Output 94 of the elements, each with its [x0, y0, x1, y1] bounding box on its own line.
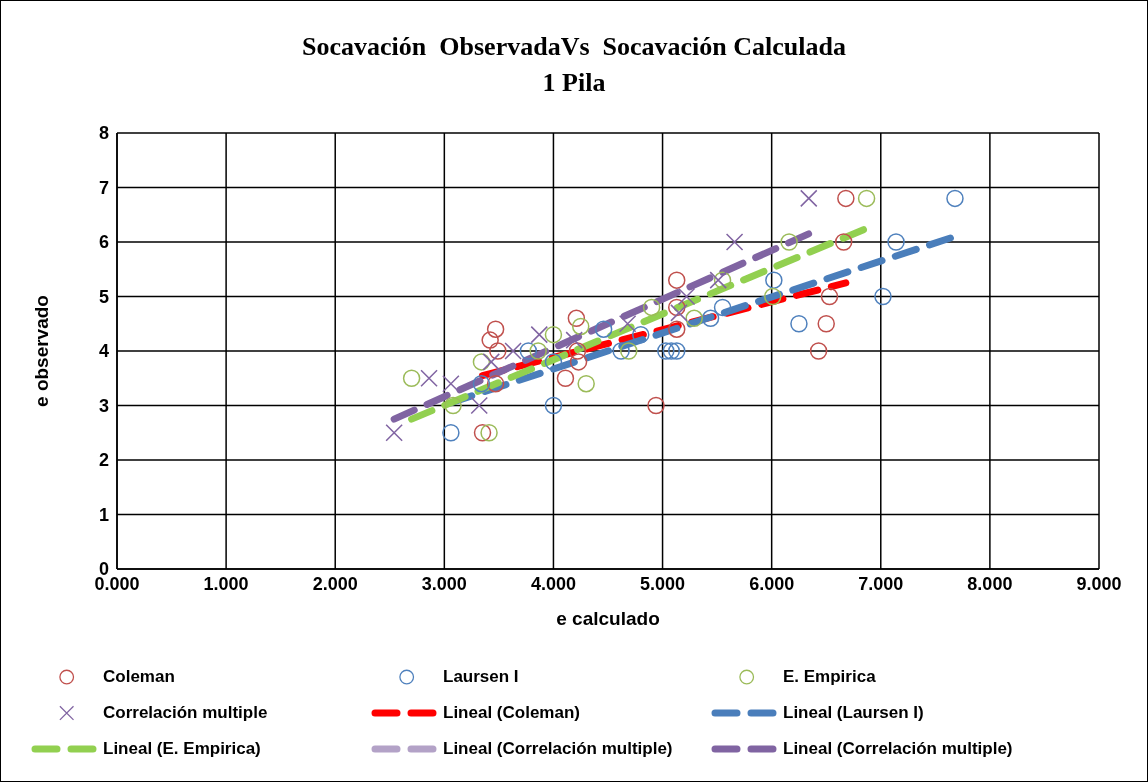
y-tick-label: 3 [98, 395, 109, 416]
x-tick-label: 2.000 [312, 573, 358, 594]
y-tick-label: 8 [98, 123, 109, 144]
point [571, 317, 590, 336]
y-axis-title: e observado [30, 295, 52, 407]
point [725, 233, 744, 251]
x-tick-label: 3.000 [421, 573, 467, 594]
point [667, 271, 686, 289]
point [765, 271, 783, 289]
point [667, 320, 686, 338]
point [647, 396, 665, 415]
legend-label: Lineal (E. Empirica) [103, 739, 261, 759]
legend-label: Coleman [103, 667, 175, 687]
point [529, 342, 547, 360]
point [618, 315, 637, 333]
point [480, 424, 498, 442]
point [837, 189, 855, 208]
point [612, 342, 630, 360]
point [556, 369, 575, 387]
point [544, 396, 563, 415]
point [657, 342, 675, 360]
legend-label: Lineal (Laursen I) [783, 703, 924, 723]
point [472, 374, 491, 393]
legend-label: Lineal (Correlación multiple) [443, 739, 673, 759]
point [709, 271, 727, 289]
x-axis-title: e calculado [556, 608, 660, 629]
point [402, 369, 421, 387]
point [470, 396, 488, 415]
point [530, 325, 549, 344]
point [874, 287, 892, 306]
point [713, 298, 732, 317]
point [946, 189, 964, 208]
y-tick-label: 5 [98, 286, 109, 307]
point [790, 315, 808, 333]
point [670, 304, 688, 322]
point [486, 320, 505, 338]
legend-label: Laursen I [443, 667, 519, 687]
point [519, 342, 538, 360]
point [857, 189, 876, 208]
point [472, 353, 491, 371]
x-tick-label: 5.000 [640, 573, 686, 594]
y-tick-label: 4 [98, 341, 109, 362]
point [619, 342, 638, 360]
point [631, 325, 650, 344]
point [800, 189, 818, 208]
y-tick-label: 7 [98, 177, 109, 198]
point [481, 331, 499, 349]
point [834, 233, 853, 251]
point [780, 233, 798, 251]
point [701, 309, 720, 328]
point [685, 309, 703, 328]
point [544, 353, 563, 371]
x-tick-label: 4.000 [530, 573, 576, 594]
y-tick-label: 6 [98, 232, 109, 253]
point [577, 374, 595, 393]
point [667, 298, 686, 317]
x-tick-label: 1.000 [203, 573, 249, 594]
point [667, 342, 686, 360]
point [568, 342, 587, 360]
point [473, 424, 492, 442]
point [489, 342, 507, 360]
point [420, 369, 438, 387]
point [544, 325, 563, 344]
x-tick-label: 9.000 [1076, 573, 1122, 594]
point [809, 342, 828, 360]
chart-title: Socavación ObservadaVs Socavación Calculada [301, 31, 847, 63]
point [817, 315, 835, 333]
x-tick-label: 7.000 [858, 573, 904, 594]
y-tick-label: 1 [98, 504, 109, 525]
point [442, 374, 460, 393]
point [442, 424, 460, 442]
point [662, 342, 681, 360]
legend-label: Lineal (Correlación multiple) [783, 739, 1013, 759]
x-tick-label: 8.000 [967, 573, 1013, 594]
legend-label: E. Empirica [783, 667, 876, 687]
point [677, 287, 696, 306]
point [567, 309, 586, 328]
legend-label: Correlación multiple [103, 703, 268, 723]
x-tick-label: 6.000 [749, 573, 795, 594]
point [764, 287, 782, 306]
point [486, 374, 505, 393]
point [444, 396, 462, 415]
point [594, 320, 613, 338]
point [820, 287, 839, 306]
point [385, 424, 403, 442]
chart-subtitle: 1 Pila [541, 67, 607, 99]
point [482, 353, 500, 371]
point [887, 233, 905, 251]
point [642, 298, 661, 317]
point [569, 353, 588, 371]
point [713, 271, 732, 289]
point [504, 342, 522, 360]
y-tick-label: 2 [98, 450, 109, 471]
legend-label: Lineal (Coleman) [443, 703, 580, 723]
